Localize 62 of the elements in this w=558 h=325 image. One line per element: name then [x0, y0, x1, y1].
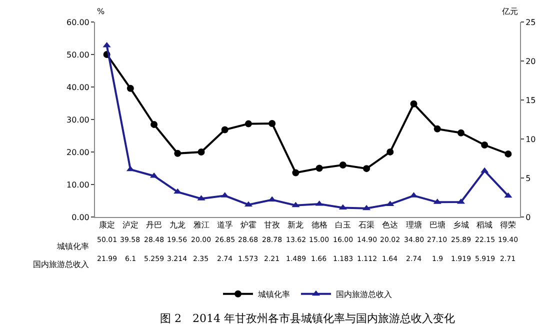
x-tick-label: 巴塘: [429, 220, 446, 230]
y2-tick-label: 25: [526, 18, 536, 27]
y-tick-label: 60.00: [66, 18, 90, 27]
point: [316, 164, 323, 172]
point: [363, 165, 370, 172]
x-tick-label: 康定: [98, 220, 115, 230]
y-tick-label: 10.00: [66, 180, 90, 190]
y2-tick-label: 10: [526, 134, 536, 144]
x-tick-label: 雅江: [193, 220, 210, 230]
x-tick-label: 稻城: [476, 220, 493, 230]
point: [292, 202, 300, 208]
point: [292, 169, 300, 176]
x-tick-label: 乡城: [452, 220, 469, 230]
y-tick-label: 20.00: [66, 148, 90, 157]
legend-label: 国内旅游总收入: [336, 290, 392, 300]
y2-tick-label: 5: [526, 174, 531, 183]
point: [198, 148, 205, 156]
y-tick-label: 0.00: [72, 212, 90, 222]
point: [504, 192, 512, 198]
point: [150, 120, 158, 128]
y2-tick-label: 0: [526, 212, 531, 222]
point: [386, 148, 394, 156]
point: [268, 120, 276, 127]
y2-axis-title: 亿元: [501, 7, 518, 16]
text: 国内旅游总收入: [33, 260, 89, 269]
point: [126, 166, 134, 172]
x-tick-label: 德格: [311, 220, 328, 230]
x-tick-label: 新龙: [288, 220, 304, 230]
y2-tick-label: 15: [526, 96, 536, 105]
x-tick-label: 石渠: [358, 220, 375, 230]
point: [174, 150, 182, 157]
point: [102, 42, 111, 48]
point: [244, 120, 252, 128]
point: [480, 167, 489, 173]
point: [221, 126, 228, 134]
point: [504, 150, 512, 158]
point: [457, 129, 464, 136]
point: [126, 84, 134, 92]
point: [338, 204, 347, 210]
x-tick-label: 九龙: [170, 220, 186, 230]
y-tick-label: 50.00: [66, 50, 90, 60]
text: 城镇化率: [57, 242, 89, 251]
x-tick-label: 色达: [382, 220, 398, 230]
y-axis-title: %: [97, 7, 105, 16]
point: [410, 100, 418, 108]
x-tick-label: 甘孜: [264, 220, 280, 230]
point: [339, 162, 346, 168]
x-tick-label: 丹巴: [146, 220, 162, 230]
x-tick-label: 炉霍: [240, 220, 256, 230]
y2-tick-label: 20: [526, 56, 536, 66]
x-tick-label: 理塘: [406, 220, 422, 230]
legend-label: 城镇化率: [257, 290, 290, 300]
point: [434, 125, 441, 132]
text: 图 2 2014 年甘孜州各市县城镇化率与国内旅游总收入变化: [160, 312, 455, 325]
y-tick-label: 40.00: [66, 82, 90, 92]
y-tick-label: 30.00: [66, 115, 90, 124]
point: [174, 188, 182, 194]
point: [481, 142, 488, 149]
x-tick-label: 道孚: [216, 220, 233, 230]
x-tick-label: 得荣: [500, 220, 516, 230]
x-tick-label: 泸定: [122, 220, 138, 230]
x-tick-label: 白玉: [334, 220, 351, 230]
